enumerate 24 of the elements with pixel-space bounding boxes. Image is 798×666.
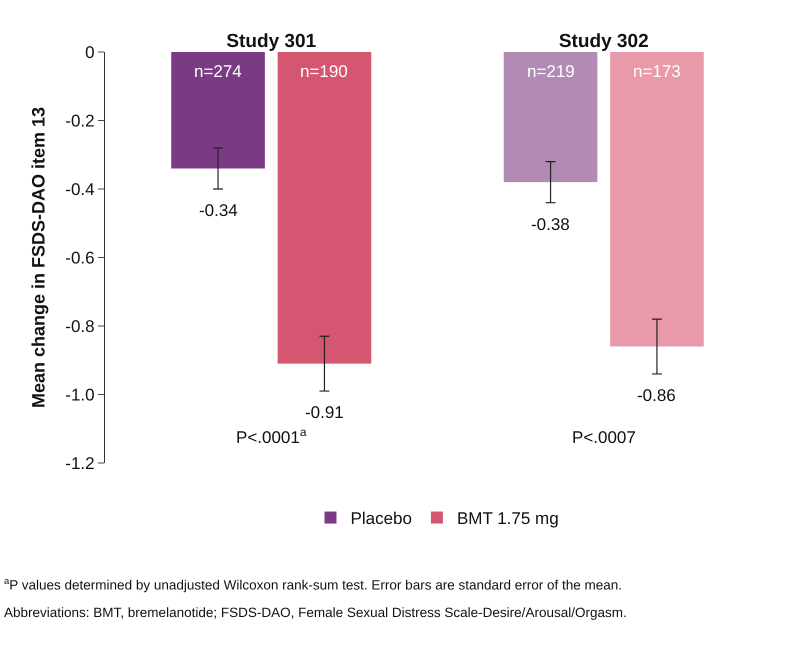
legend-label: Placebo [350, 509, 412, 528]
y-tick-label: 0 [85, 42, 95, 62]
data-label: -0.34 [199, 201, 238, 220]
text: $^{a}$P values determined by unadjusted Wilcoxon rank-sum test. Error bars are standard error of the mean. [4, 576, 622, 593]
y-tick-label: -0.4 [65, 180, 95, 199]
legend-label: BMT 1.75 mg [456, 509, 559, 528]
annotation: n=219 [527, 62, 575, 81]
x-tick-label: Study 301 [226, 31, 317, 52]
annotation: P<.0001$^{a}$ [236, 425, 307, 448]
annotation: n=274 [194, 62, 242, 81]
annotation: P<.0007 [572, 428, 636, 447]
annotation: n=190 [300, 62, 348, 81]
y-tick-label: -0.6 [65, 248, 95, 268]
data-label: -0.91 [305, 403, 344, 422]
text: Abbreviations: BMT, bremelanotide; FSDS-DAO, Female Sexual Distress Scale-Desire/Arousal/Orgasm. [4, 605, 627, 620]
y-axis-title: Mean change in FSDS-DAO item 13 [28, 106, 49, 408]
y-tick-label: -1.2 [65, 454, 95, 473]
y-tick-label: -0.8 [65, 316, 95, 336]
y-tick-label: -1.0 [65, 385, 95, 404]
annotation: n=173 [633, 62, 681, 81]
data-label: -0.86 [637, 386, 676, 405]
x-tick-label: Study 302 [558, 31, 649, 52]
y-tick-label: -0.2 [65, 111, 95, 130]
data-label: -0.38 [531, 215, 570, 234]
